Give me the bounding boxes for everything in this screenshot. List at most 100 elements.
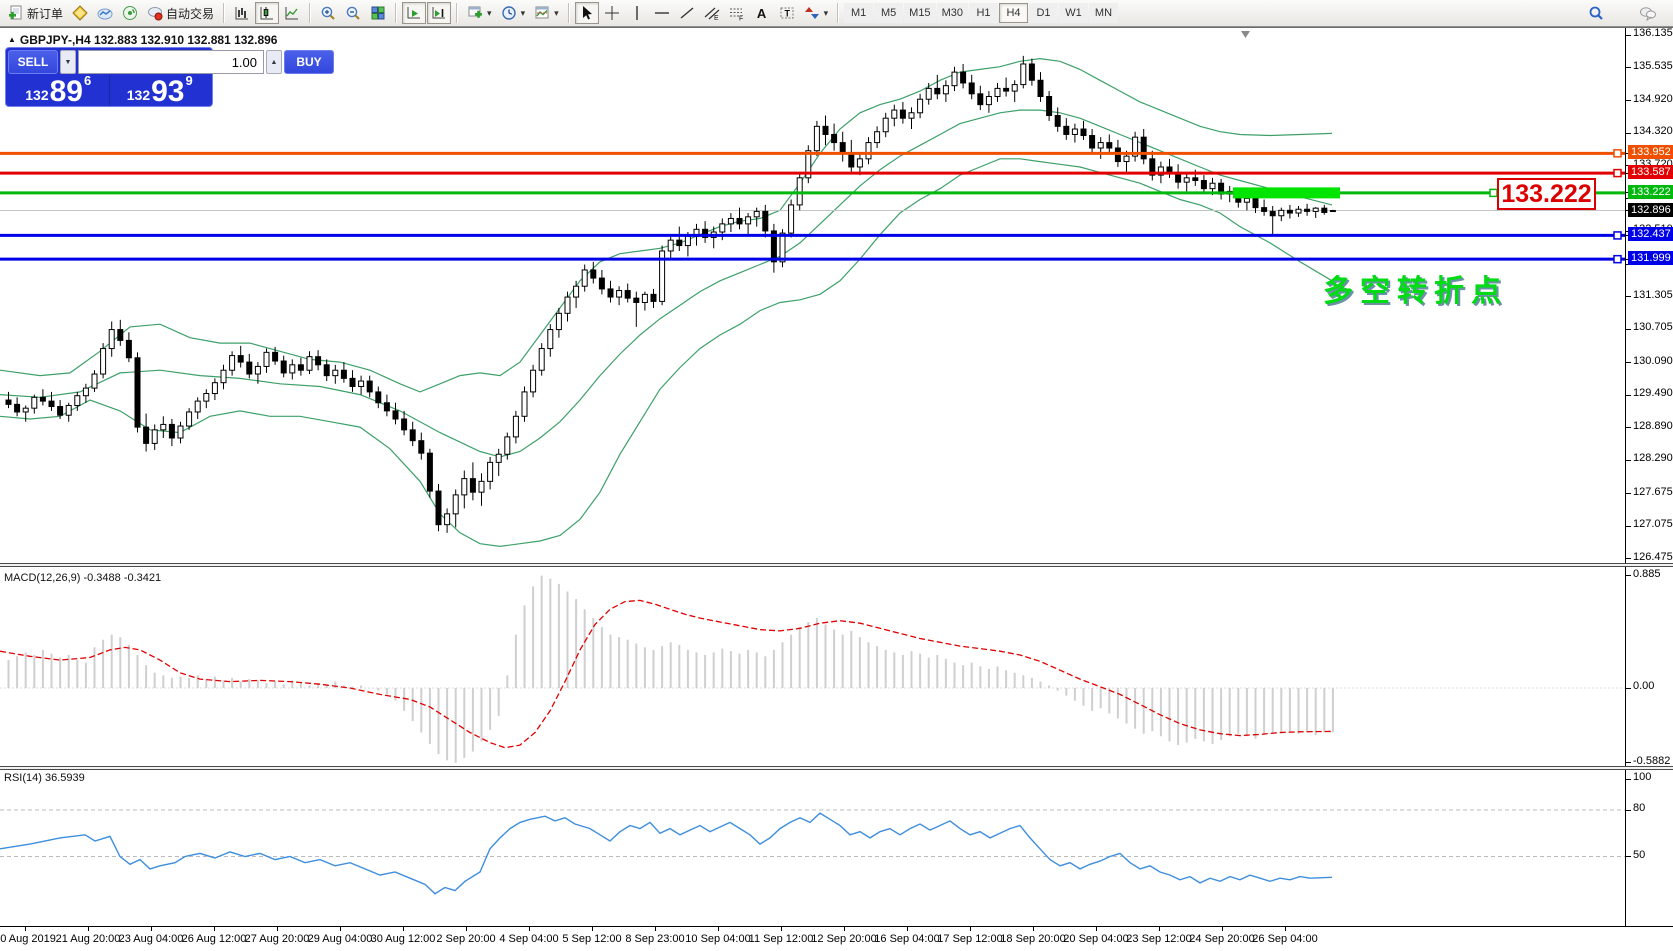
sell-button[interactable]: SELL	[8, 50, 58, 74]
hline-price-label: 133.222	[1628, 184, 1673, 199]
main-macd-separator[interactable]	[0, 563, 1673, 567]
price-axis-label: 126.475	[1633, 550, 1673, 563]
new-chart-button[interactable]: ▾	[463, 2, 496, 24]
price-axis-label: 128.890	[1633, 419, 1673, 432]
axis-tick	[1626, 67, 1631, 68]
axis-tick	[1626, 362, 1631, 363]
label-icon: T	[779, 5, 795, 21]
time-axis-label: 23 Sep 12:00	[1126, 933, 1192, 945]
sell-price[interactable]: 132 89 6	[8, 73, 110, 107]
vertical-line-tool-button[interactable]	[625, 2, 649, 24]
price-axis[interactable]: 136.135135.535134.920134.320133.720133.1…	[1625, 27, 1673, 951]
axis-tick	[1626, 779, 1631, 780]
indicators-button[interactable]: ▾	[530, 2, 563, 24]
one-click-trading-panel: SELL ▼ ▲ BUY 132 89 6 132 93 9	[5, 47, 334, 107]
svg-text:F: F	[739, 16, 743, 22]
macd-rsi-separator[interactable]	[0, 766, 1673, 770]
timeframe-button-w1[interactable]: W1	[1058, 3, 1088, 23]
axis-tick	[1626, 493, 1631, 494]
sell-price-pipette: 6	[84, 73, 92, 88]
tile-windows-button[interactable]	[366, 2, 390, 24]
text-tool-button[interactable]: A	[750, 2, 774, 24]
chart-shift-icon	[431, 5, 447, 21]
timeframe-button-h1[interactable]: H1	[968, 3, 998, 23]
axis-tick	[1626, 856, 1631, 857]
horizontal-line-tool-button[interactable]	[650, 2, 674, 24]
hline-price-label: 133.952	[1628, 145, 1673, 160]
price-axis-label: 129.490	[1633, 387, 1673, 400]
axis-tick	[1626, 100, 1631, 101]
toolbar-separator	[837, 3, 840, 23]
timeframe-button-h4[interactable]: H4	[998, 3, 1028, 23]
zoom-in-button[interactable]	[316, 2, 340, 24]
toolbar-separator	[395, 3, 398, 23]
price-axis-label: 80	[1633, 802, 1646, 814]
toolbar: 新订单 自动交易	[0, 0, 1673, 27]
crosshair-icon	[604, 5, 620, 21]
time-tick	[529, 927, 530, 931]
symbol-ohlc-line: ▲ GBPJPY-,H4 132.883 132.910 132.881 132.…	[8, 33, 277, 47]
candlestick-chart-type-button[interactable]	[255, 2, 280, 24]
label-tool-button[interactable]: T	[775, 2, 799, 24]
time-axis-label: 21 Aug 20:00	[55, 933, 121, 945]
channel-tool-button[interactable]: E	[700, 2, 724, 24]
cursor-tool-button[interactable]	[574, 2, 599, 24]
time-axis-label: 26 Aug 12:00	[181, 933, 247, 945]
time-axis-label: 4 Sep 04:00	[499, 933, 559, 945]
trendline-tool-button[interactable]	[675, 2, 699, 24]
signals-icon	[122, 5, 138, 21]
shapes-icon	[804, 5, 820, 21]
time-axis-label: 16 Sep 04:00	[874, 933, 940, 945]
zoom-in-icon	[320, 5, 336, 21]
auto-trading-button[interactable]: 自动交易	[143, 2, 218, 24]
favorites-button[interactable]	[68, 2, 92, 24]
bar-chart-type-button[interactable]	[230, 2, 254, 24]
favorites-icon	[72, 5, 88, 21]
shapes-tool-button[interactable]: ▾	[800, 2, 833, 24]
volume-increase-button[interactable]: ▲	[266, 50, 282, 74]
search-button[interactable]	[1584, 2, 1608, 24]
auto-trading-icon	[147, 5, 163, 21]
time-axis-label: 20 Aug 2019	[0, 933, 56, 945]
time-axis[interactable]: 20 Aug 2019 21 Aug 20:00 23 Aug 04:00 26 Au…	[0, 927, 1673, 951]
chart-shift-button[interactable]	[427, 2, 452, 24]
timeframe-button-m5[interactable]: M5	[874, 3, 904, 23]
time-axis-label: 12 Sep 20:00	[811, 933, 877, 945]
timeframe-button-m1[interactable]: M1	[844, 3, 874, 23]
fibonacci-tool-button[interactable]: F	[725, 2, 749, 24]
price-axis-label: 130.705	[1633, 321, 1673, 334]
price-annotation-box[interactable]: 133.222	[1497, 178, 1596, 210]
auto-scroll-button[interactable]	[402, 2, 427, 24]
volume-input[interactable]	[78, 50, 264, 74]
zoom-out-button[interactable]	[341, 2, 365, 24]
period-clock-button[interactable]: ▾	[497, 2, 530, 24]
timeframe-button-mn[interactable]: MN	[1088, 3, 1118, 23]
time-tick	[1222, 927, 1223, 931]
axis-tick	[1626, 688, 1631, 689]
auto-scroll-icon	[406, 5, 422, 21]
axis-tick	[1626, 35, 1631, 36]
time-tick	[25, 927, 26, 931]
chinese-note-label[interactable]: 多空转折点	[1323, 275, 1508, 308]
cursor-icon	[579, 5, 595, 21]
buy-button[interactable]: BUY	[284, 50, 334, 74]
new-order-button[interactable]: 新订单	[4, 2, 67, 24]
line-chart-type-button[interactable]	[280, 2, 304, 24]
time-tick	[277, 927, 278, 931]
timeframe-button-d1[interactable]: D1	[1028, 3, 1058, 23]
timeframe-button-m30[interactable]: M30	[936, 3, 968, 23]
timeframe-button-m15[interactable]: M15	[904, 3, 936, 23]
volume-decrease-button[interactable]: ▼	[60, 50, 76, 74]
crosshair-tool-button[interactable]	[600, 2, 624, 24]
chat-button[interactable]	[1635, 2, 1661, 24]
time-axis-label: 17 Sep 12:00	[937, 933, 1003, 945]
signals-button[interactable]	[118, 2, 142, 24]
collapse-marker-icon[interactable]: ▲	[8, 35, 16, 44]
time-tick	[844, 927, 845, 931]
price-axis-label: -0.5882	[1633, 754, 1671, 767]
chart-window-button[interactable]	[93, 2, 117, 24]
chart-plot-area[interactable]	[0, 28, 1625, 927]
line-chart-icon	[284, 5, 300, 21]
buy-price[interactable]: 132 93 9	[110, 73, 211, 107]
buy-price-prefix: 132	[126, 87, 151, 103]
